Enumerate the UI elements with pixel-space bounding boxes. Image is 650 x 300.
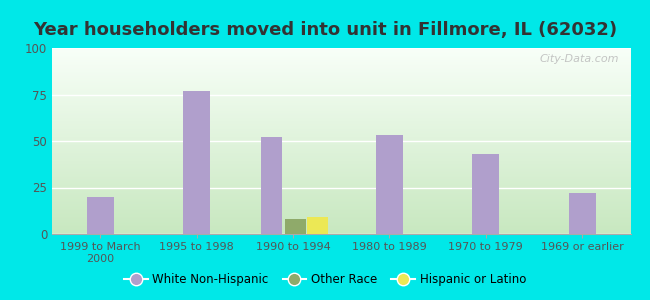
Bar xyxy=(569,193,596,234)
Text: City-Data.com: City-Data.com xyxy=(540,54,619,64)
Bar xyxy=(261,137,283,234)
Text: Year householders moved into unit in Fillmore, IL (62032): Year householders moved into unit in Fil… xyxy=(33,21,617,39)
Bar xyxy=(86,197,114,234)
Bar xyxy=(285,219,306,234)
Bar xyxy=(473,154,499,234)
Bar xyxy=(307,217,328,234)
Bar xyxy=(376,135,403,234)
Bar xyxy=(183,91,210,234)
Legend: White Non-Hispanic, Other Race, Hispanic or Latino: White Non-Hispanic, Other Race, Hispanic… xyxy=(119,269,531,291)
